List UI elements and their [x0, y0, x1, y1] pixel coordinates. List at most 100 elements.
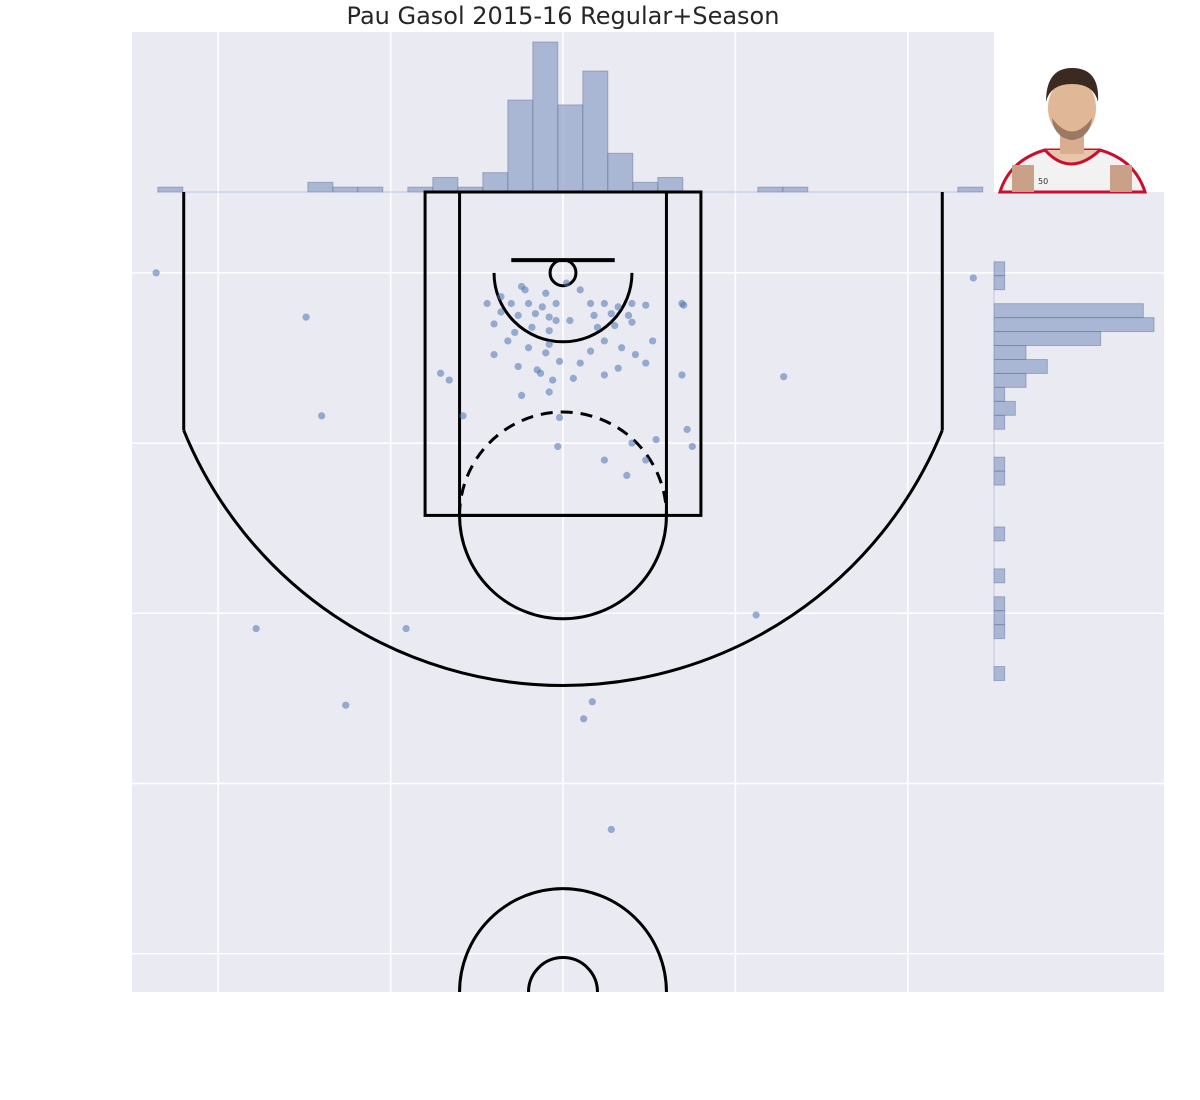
shot-point	[628, 318, 636, 326]
shot-point	[607, 310, 615, 318]
shot-point	[600, 371, 608, 379]
shot-point	[652, 436, 660, 444]
histogram-bar-y	[993, 596, 1006, 612]
shot-point	[436, 369, 445, 377]
shot-point	[531, 310, 540, 318]
center-circle-outer	[458, 887, 668, 993]
histogram-bar-y	[993, 414, 1006, 430]
shot-point	[504, 337, 512, 345]
shot-point	[252, 624, 260, 633]
chart-title: Pau Gasol 2015-16 Regular+Season	[346, 2, 780, 30]
shot-point	[628, 439, 636, 447]
shot-point	[642, 301, 650, 309]
inner-paint	[458, 190, 668, 517]
histogram-bar-y	[993, 372, 1027, 388]
histogram-bar-y	[993, 261, 1006, 277]
shot-point	[545, 388, 553, 396]
histogram-bar-x	[957, 186, 984, 193]
shot-point	[524, 344, 533, 352]
histogram-bar-y	[993, 275, 1006, 291]
shot-point	[552, 299, 560, 308]
restricted-area	[492, 272, 634, 344]
shot-point	[580, 715, 588, 723]
shot-point	[511, 328, 519, 337]
shot-point	[588, 698, 596, 706]
histogram-bar-x	[757, 186, 784, 193]
histogram-bar-x	[782, 186, 809, 193]
free-throw-arc-top	[458, 410, 668, 516]
shot-point	[642, 456, 650, 464]
shot-point	[152, 269, 160, 277]
shot-point	[562, 279, 571, 287]
shot-point	[649, 337, 657, 345]
shot-point	[490, 350, 498, 359]
shot-point	[514, 311, 522, 320]
shot-point	[518, 282, 526, 291]
shot-point	[483, 299, 491, 308]
right-histogram	[993, 261, 1155, 682]
shot-point	[542, 289, 550, 297]
shot-point	[631, 350, 640, 359]
shot-point	[683, 425, 691, 434]
shot-point	[566, 316, 574, 325]
shot-point	[600, 456, 608, 464]
shot-point	[611, 322, 619, 330]
shot-point	[554, 442, 562, 451]
shot-point	[590, 311, 598, 320]
shot-point	[545, 313, 553, 321]
histogram-bar-y	[993, 568, 1006, 584]
histogram-bar-x	[507, 99, 534, 193]
shot-point	[576, 286, 584, 294]
court-lines	[182, 190, 944, 993]
histogram-bar-y	[993, 345, 1027, 360]
shot-point	[623, 471, 631, 480]
shot-point	[507, 299, 515, 308]
top-histogram	[157, 41, 984, 193]
shot-point	[600, 299, 608, 308]
shot-point	[614, 364, 622, 372]
histogram-bar-y	[993, 456, 1006, 472]
shot-point	[780, 373, 788, 381]
shot-point	[542, 349, 550, 357]
shot-point	[569, 374, 577, 382]
shot-point	[614, 303, 622, 311]
free-throw-arc-bottom	[458, 515, 668, 621]
histogram-bar-x	[557, 104, 584, 193]
shot-point	[600, 337, 608, 345]
shot-point	[538, 303, 546, 311]
histogram-bar-y	[993, 470, 1006, 486]
histogram-bar-y	[993, 386, 1006, 402]
shot-point	[688, 442, 696, 451]
shot-point	[545, 327, 553, 335]
center-circle-inner	[527, 956, 599, 993]
shot-point	[642, 359, 650, 367]
shot-point	[524, 299, 533, 308]
histogram-bar-y	[993, 666, 1006, 682]
shot-point	[624, 311, 633, 320]
shot-point	[459, 412, 467, 420]
shot-point	[533, 366, 541, 374]
histogram-bar-x	[432, 176, 459, 193]
player-photo: 50	[994, 32, 1164, 194]
grid-lines	[132, 32, 1164, 992]
shot-point	[586, 347, 595, 355]
shot-point	[342, 701, 350, 709]
shot-point	[497, 293, 505, 301]
shot-point	[490, 320, 498, 328]
histogram-bar-x	[582, 70, 609, 193]
histogram-bar-y	[993, 526, 1006, 542]
shot-point	[549, 376, 557, 384]
shot-point	[752, 611, 760, 619]
histogram-bar-y	[993, 400, 1016, 416]
shot-point	[497, 308, 505, 316]
shot-point	[969, 274, 977, 282]
shot-point	[593, 323, 602, 331]
shot-point	[402, 624, 410, 633]
histogram-bar-x	[307, 181, 334, 193]
shot-point	[514, 362, 522, 371]
shot-point	[628, 299, 636, 308]
shot-point	[545, 340, 553, 348]
histogram-bar-y	[993, 624, 1006, 640]
histogram-bar-x	[532, 41, 559, 193]
